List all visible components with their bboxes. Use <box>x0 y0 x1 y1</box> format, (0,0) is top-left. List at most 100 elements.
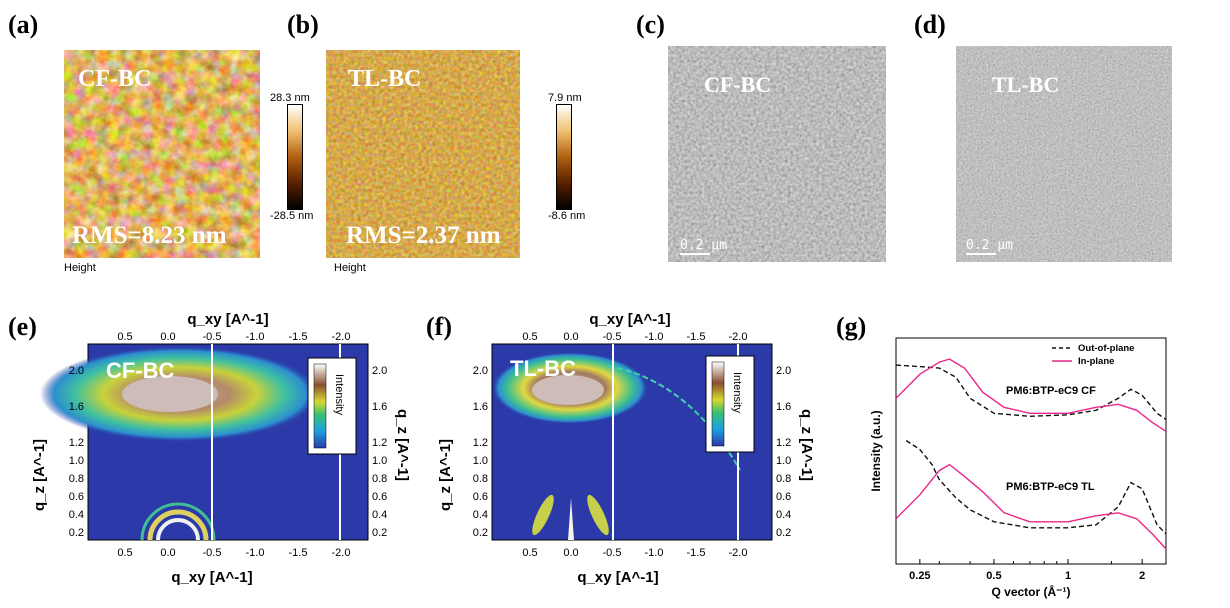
colorbar-cf <box>287 104 303 210</box>
afm-title-cf: CF-BC <box>78 66 152 92</box>
svg-text:-0.5: -0.5 <box>203 547 222 559</box>
colorbar-min-tl: -8.6 nm <box>548 210 586 222</box>
giwaxs-tl-left-ticks: 2.0 1.6 1.2 1.0 0.8 0.6 0.4 0.2 <box>473 365 488 539</box>
svg-text:-0.5: -0.5 <box>603 547 622 559</box>
svg-text:0.5: 0.5 <box>522 547 537 559</box>
svg-text:1.0: 1.0 <box>776 455 791 467</box>
x-tick-label-2: 1 <box>1065 570 1071 582</box>
panel-label-a: (a) <box>8 10 39 39</box>
giwaxs-cf-bottom-axis-label: q_xy [A^-1] <box>171 569 252 586</box>
giwaxs-tl-bottom-ticks: 0.5 0.0 -0.5 -1.0 -1.5 -2.0 <box>522 547 747 559</box>
svg-text:0.0: 0.0 <box>563 547 578 559</box>
svg-text:0.8: 0.8 <box>473 473 488 485</box>
tem-scalebar-line-cf <box>680 253 710 255</box>
svg-text:0.6: 0.6 <box>69 491 84 503</box>
svg-text:0.0: 0.0 <box>160 547 175 559</box>
svg-text:0.6: 0.6 <box>473 491 488 503</box>
svg-text:0.5: 0.5 <box>117 547 132 559</box>
svg-text:0.0: 0.0 <box>160 331 175 343</box>
giwaxs-cf-left-ticks: 2.0 1.6 1.2 1.0 0.8 0.6 0.4 0.2 <box>69 365 84 539</box>
svg-text:0.5: 0.5 <box>522 331 537 343</box>
panel-label-d: (d) <box>914 10 946 39</box>
chart-annotation-cf: PM6:BTP-eC9 CF <box>1006 385 1096 397</box>
giwaxs-cf: CF-BC Intensity 0.5 0.0 -0.5 -1.0 -1.5 -… <box>31 311 411 586</box>
afm-image-tl <box>326 50 520 258</box>
giwaxs-tl-right-ticks: 2.0 1.6 1.2 1.0 0.8 0.6 0.4 0.2 <box>776 365 791 539</box>
svg-text:-1.5: -1.5 <box>687 547 706 559</box>
chart-y-label: Intensity (a.u.) <box>869 410 883 491</box>
svg-text:2.0: 2.0 <box>372 365 387 377</box>
svg-text:0.2: 0.2 <box>69 527 84 539</box>
svg-text:-2.0: -2.0 <box>729 547 748 559</box>
giwaxs-cf-title: CF-BC <box>106 358 175 383</box>
tem-title-cf: CF-BC <box>704 72 772 97</box>
svg-text:-1.5: -1.5 <box>289 547 308 559</box>
svg-text:0.4: 0.4 <box>473 509 488 521</box>
svg-text:0.8: 0.8 <box>69 473 84 485</box>
afm-footer-cf: Height <box>64 262 96 274</box>
giwaxs-cf-intensity-label: Intensity <box>333 374 345 415</box>
line-cut-chart: 0.25 0.5 1 2 Intensity (a.u.) Q vector (Å⁻¹… <box>869 337 1167 599</box>
svg-text:1.6: 1.6 <box>473 401 488 413</box>
giwaxs-cf-bottom-ticks: 0.5 0.0 -0.5 -1.0 -1.5 -2.0 <box>117 547 350 559</box>
legend-label-in-plane: In-plane <box>1078 356 1114 367</box>
svg-text:0.4: 0.4 <box>69 509 84 521</box>
svg-text:0.2: 0.2 <box>776 527 791 539</box>
tem-image-tl <box>956 46 1172 262</box>
tem-scalebar-line-tl <box>966 253 996 255</box>
colorbar-tl <box>556 104 572 210</box>
giwaxs-cf-left-axis-label: q_z [A^-1] <box>31 439 48 511</box>
chart-annotation-tl: PM6:BTP-eC9 TL <box>1006 481 1095 493</box>
svg-text:0.4: 0.4 <box>372 509 387 521</box>
svg-text:-0.5: -0.5 <box>203 331 222 343</box>
panel-label-b: (b) <box>287 10 319 39</box>
x-tick-label-1: 0.5 <box>986 570 1001 582</box>
colorbar-min-cf: -28.5 nm <box>270 210 314 222</box>
giwaxs-tl-title: TL-BC <box>510 356 576 381</box>
svg-text:0.6: 0.6 <box>372 491 387 503</box>
svg-text:1.0: 1.0 <box>69 455 84 467</box>
svg-text:1.2: 1.2 <box>473 437 488 449</box>
svg-text:1.2: 1.2 <box>372 437 387 449</box>
giwaxs-tl-left-axis-label: q_z [A^-1] <box>437 439 454 511</box>
giwaxs-tl: TL-BC Intensity 0.5 0.0 -0.5 -1.0 -1.5 -… <box>437 311 815 586</box>
svg-text:-2.0: -2.0 <box>729 331 748 343</box>
giwaxs-cf-top-axis-label: q_xy [A^-1] <box>187 311 268 328</box>
afm-rms-tl: RMS=2.37 nm <box>346 222 501 249</box>
afm-title-tl: TL-BC <box>348 66 422 92</box>
giwaxs-tl-top-ticks: 0.5 0.0 -0.5 -1.0 -1.5 -2.0 <box>522 331 747 343</box>
svg-text:0.2: 0.2 <box>372 527 387 539</box>
afm-image-cf <box>64 50 260 258</box>
chart-series-group <box>895 358 1167 550</box>
tem-scalebar-cf: 0.2 μm <box>680 238 727 253</box>
svg-text:1.2: 1.2 <box>776 437 791 449</box>
panel-label-g: (g) <box>836 312 867 341</box>
svg-text:2.0: 2.0 <box>69 365 84 377</box>
svg-text:0.6: 0.6 <box>776 491 791 503</box>
tem-image-cf <box>668 46 886 262</box>
svg-text:1.0: 1.0 <box>473 455 488 467</box>
colorbar-max-tl: 7.9 nm <box>548 92 582 104</box>
tem-title-tl: TL-BC <box>992 72 1060 97</box>
svg-text:-1.5: -1.5 <box>289 331 308 343</box>
svg-text:-2.0: -2.0 <box>332 547 351 559</box>
giwaxs-cf-right-axis-label: q_z [A^-1] <box>394 409 411 481</box>
svg-text:1.0: 1.0 <box>372 455 387 467</box>
svg-text:1.6: 1.6 <box>372 401 387 413</box>
panel-label-e: (e) <box>8 312 37 341</box>
svg-text:0.8: 0.8 <box>776 473 791 485</box>
series-line-in-plane-1 <box>895 358 1167 432</box>
tem-scalebar-tl: 0.2 μm <box>966 238 1013 253</box>
svg-text:0.8: 0.8 <box>372 473 387 485</box>
svg-text:0.4: 0.4 <box>776 509 791 521</box>
svg-text:-1.0: -1.0 <box>645 331 664 343</box>
svg-text:-2.0: -2.0 <box>332 331 351 343</box>
afm-rms-cf: RMS=8.23 nm <box>72 222 227 249</box>
svg-text:-1.0: -1.0 <box>645 547 664 559</box>
svg-text:0.0: 0.0 <box>563 331 578 343</box>
panel-label-c: (c) <box>636 10 665 39</box>
svg-text:2.0: 2.0 <box>473 365 488 377</box>
x-tick-label-3: 2 <box>1139 570 1145 582</box>
giwaxs-tl-bottom-axis-label: q_xy [A^-1] <box>577 569 658 586</box>
giwaxs-cf-right-ticks: 2.0 1.6 1.2 1.0 0.8 0.6 0.4 0.2 <box>372 365 387 539</box>
